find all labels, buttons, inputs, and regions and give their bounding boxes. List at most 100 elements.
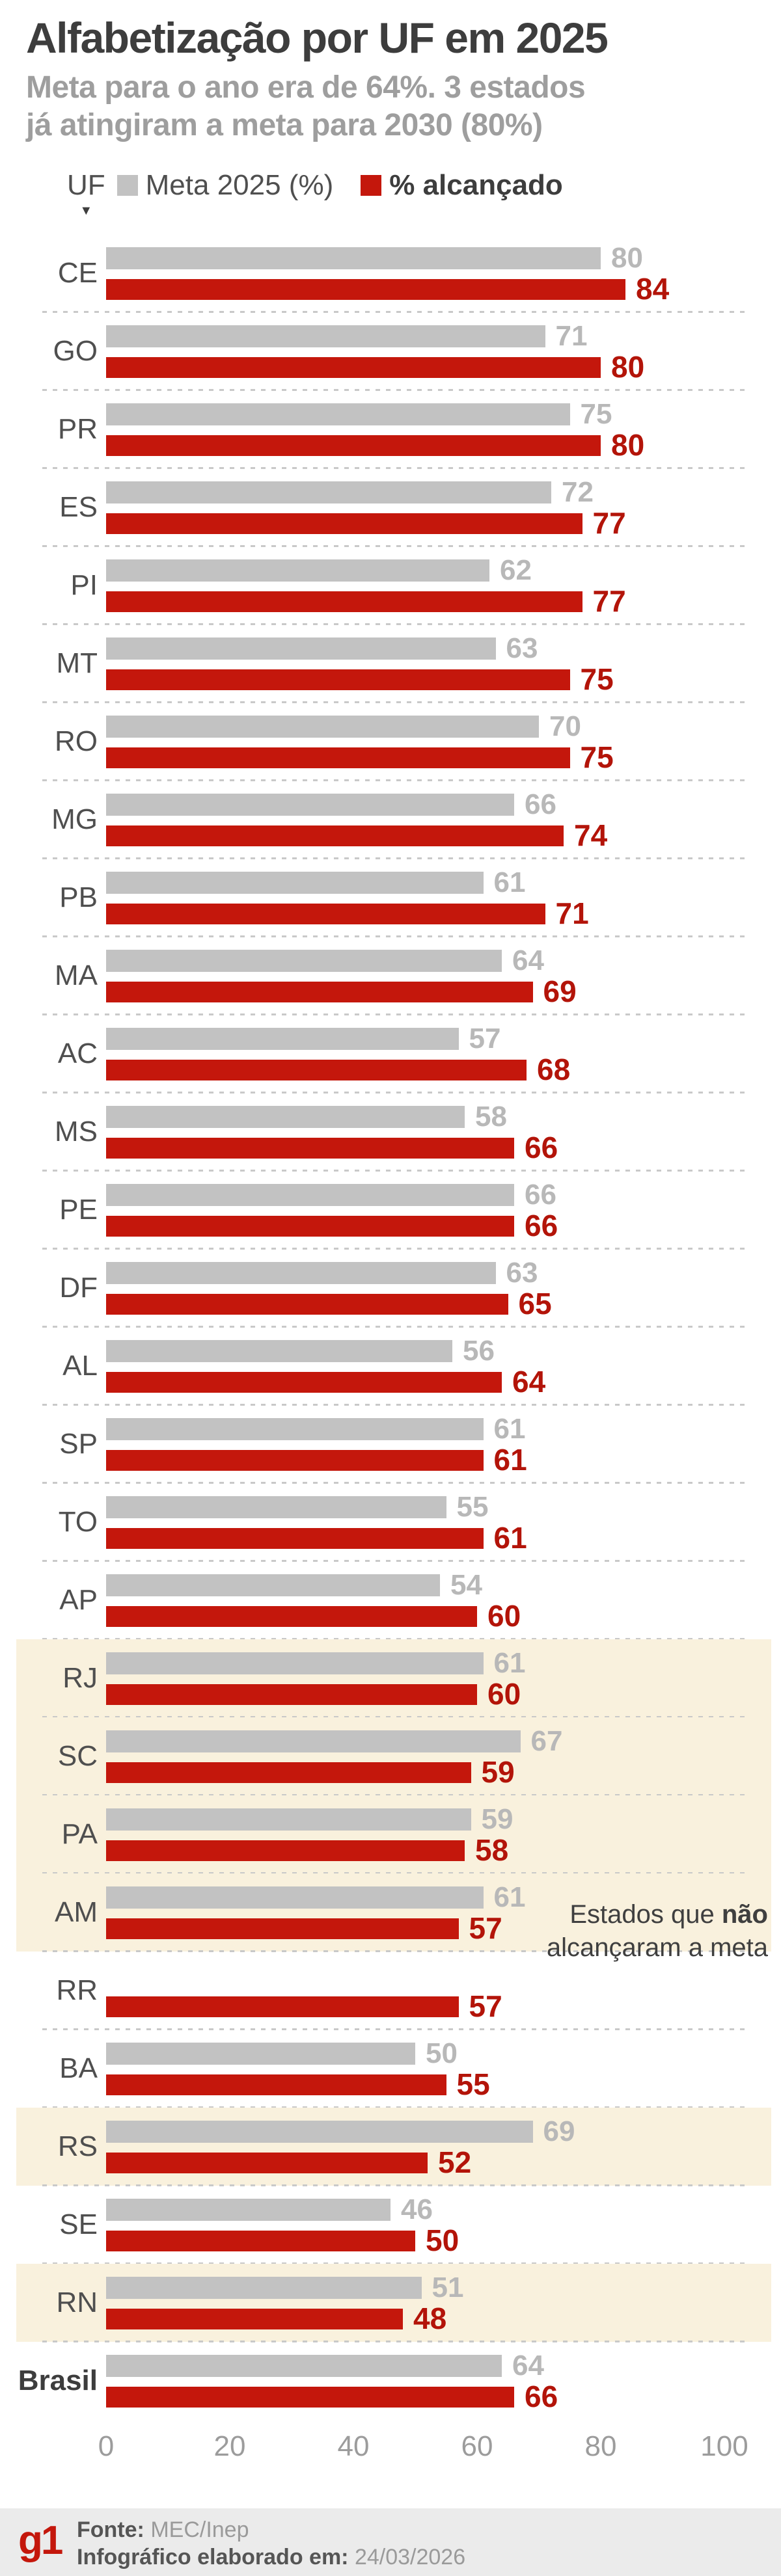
uf-label-RJ: RJ	[62, 1662, 98, 1694]
achieved-value-MT: 75	[580, 662, 614, 696]
chart-rows: CE 80 84 GO 71 80 PR 75 80 ES 72 77 PI 62 77 MT 63 75 RO 70…	[0, 234, 781, 2420]
achieved-bar-RR	[106, 1996, 459, 2017]
achieved-value-PR: 80	[611, 428, 645, 462]
meta-swatch-icon	[116, 175, 138, 196]
bar-chart: CE 80 84 GO 71 80 PR 75 80 ES 72 77 PI 62 77 MT 63 75 RO 70…	[0, 234, 781, 2420]
achieved-value-SE: 50	[426, 2223, 459, 2257]
achieved-bar-DF	[106, 1294, 508, 1315]
chart-row-PA: PA 59 58	[0, 1795, 781, 1874]
row-separator	[42, 2262, 745, 2264]
meta-bar-AM	[106, 1886, 484, 1909]
page-title: Alfabetização por UF em 2025	[26, 14, 609, 62]
chart-row-GO: GO 71 80	[0, 312, 781, 391]
achieved-value-TO: 61	[493, 1521, 527, 1555]
achieved-value-SC: 59	[481, 1755, 515, 1789]
row-separator	[42, 1092, 745, 1093]
annotation-bold-text: não	[721, 1900, 768, 1929]
chart-row-MG: MG 66 74	[0, 781, 781, 859]
footer-text: Fonte: MEC/Inep Infográfico elaborado em…	[77, 2516, 465, 2571]
achieved-value-RN: 48	[413, 2301, 447, 2335]
footer: g1 Fonte: MEC/Inep Infográfico elaborado…	[0, 2508, 781, 2576]
meta-value-BA: 50	[426, 2037, 458, 2069]
row-separator	[42, 2106, 745, 2108]
achieved-bar-PA	[106, 1840, 465, 1861]
achieved-bar-PR	[106, 435, 601, 456]
page-subtitle: Meta para o ano era de 64%. 3 estados já…	[26, 69, 586, 144]
achieved-bar-MA	[106, 982, 533, 1002]
uf-label-PB: PB	[59, 881, 98, 913]
chart-row-PR: PR 75 80	[0, 390, 781, 469]
uf-label-MS: MS	[55, 1116, 98, 1147]
row-separator	[42, 2028, 745, 2030]
uf-label-PA: PA	[61, 1818, 98, 1850]
meta-bar-AL	[106, 1340, 452, 1362]
achieved-bar-AL	[106, 1372, 502, 1393]
uf-label-TO: TO	[58, 1506, 98, 1538]
uf-label-AM: AM	[55, 1896, 98, 1928]
footer-source-line: Fonte: MEC/Inep	[77, 2516, 465, 2543]
axis-tick-20: 20	[213, 2430, 246, 2462]
achieved-bar-AC	[106, 1060, 527, 1080]
chart-row-ES: ES 72 77	[0, 468, 781, 547]
achieved-value-AP: 60	[487, 1599, 521, 1633]
row-separator	[42, 1248, 745, 1250]
uf-label-BA: BA	[59, 2052, 98, 2084]
meta-bar-PR	[106, 403, 570, 425]
achieved-bar-MS	[106, 1138, 514, 1159]
meta-value-PB: 61	[493, 866, 526, 898]
x-axis: 0 20 40 60 80 100	[0, 2430, 781, 2467]
meta-value-AC: 57	[469, 1023, 501, 1054]
achieved-bar-PE	[106, 1216, 514, 1237]
meta-bar-AP	[106, 1574, 440, 1596]
meta-bar-GO	[106, 325, 545, 347]
achieved-value-RO: 75	[580, 740, 614, 774]
meta-value-SC: 67	[530, 1725, 563, 1757]
achieved-bar-SE	[106, 2231, 415, 2251]
annotation-text: Estados que	[569, 1900, 715, 1929]
achieved-value-RS: 52	[438, 2145, 472, 2179]
chart-row-MT: MT 63 75	[0, 624, 781, 703]
meta-bar-RS	[106, 2121, 533, 2143]
meta-value-MT: 63	[506, 632, 538, 664]
row-separator	[42, 935, 745, 937]
meta-bar-RN	[106, 2277, 422, 2299]
achieved-bar-TO	[106, 1528, 484, 1549]
highlight-annotation: Estados que não alcançaram a meta	[547, 1898, 768, 1965]
row-separator	[42, 623, 745, 625]
legend-achieved-label: % alcançado	[389, 169, 563, 201]
achieved-value-BA: 55	[456, 2067, 490, 2101]
row-separator	[42, 1716, 745, 1718]
date-label: Infográfico elaborado em:	[77, 2545, 349, 2569]
meta-bar-RO	[106, 716, 539, 738]
meta-value-GO: 71	[555, 320, 588, 352]
uf-label-RR: RR	[56, 1974, 98, 2006]
meta-bar-PI	[106, 559, 489, 582]
uf-label-MT: MT	[56, 647, 98, 679]
row-separator	[42, 1170, 745, 1172]
uf-label-SE: SE	[59, 2208, 98, 2240]
axis-tick-60: 60	[461, 2430, 493, 2462]
achieved-value-SP: 61	[493, 1443, 527, 1477]
meta-value-PR: 75	[580, 398, 612, 430]
uf-label-SC: SC	[57, 1740, 98, 1772]
axis-tick-40: 40	[337, 2430, 370, 2462]
meta-bar-Brasil	[106, 2355, 502, 2377]
uf-label-RN: RN	[56, 2287, 98, 2318]
meta-value-PI: 62	[500, 554, 532, 586]
meta-value-ES: 72	[562, 476, 594, 508]
row-separator	[42, 1950, 745, 1952]
meta-bar-MT	[106, 637, 496, 660]
meta-value-DF: 63	[506, 1257, 538, 1289]
chart-row-MA: MA 64 69	[0, 937, 781, 1015]
source-value: MEC/Inep	[150, 2517, 249, 2542]
legend-meta-label: Meta 2025 (%)	[145, 169, 334, 201]
chart-row-AP: AP 54 60	[0, 1561, 781, 1640]
achieved-value-Brasil: 66	[525, 2380, 558, 2413]
uf-label-CE: CE	[57, 257, 98, 289]
achieved-bar-AP	[106, 1606, 477, 1627]
uf-label-AC: AC	[57, 1038, 98, 1069]
uf-label-PE: PE	[59, 1194, 98, 1226]
chart-row-PE: PE 66 66	[0, 1171, 781, 1250]
row-separator	[42, 701, 745, 703]
